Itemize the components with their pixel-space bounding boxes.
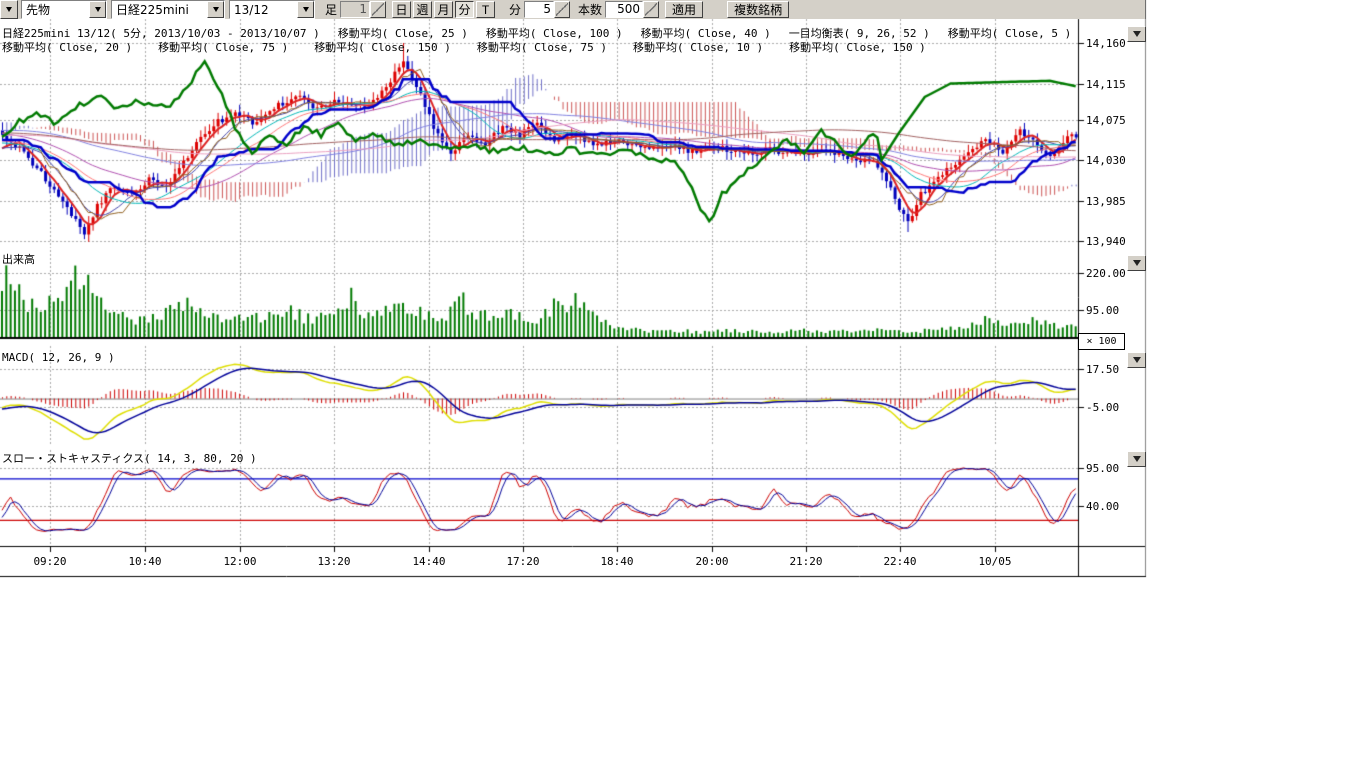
macd-panel-dropdown-button[interactable] bbox=[1127, 352, 1146, 368]
chart-canvas[interactable] bbox=[0, 0, 1366, 768]
stoch-panel-dropdown-button[interactable] bbox=[1127, 451, 1146, 467]
macd-axis-label: 17.50 bbox=[1086, 363, 1119, 376]
time-axis-label: 12:00 bbox=[223, 555, 256, 568]
macd-panel-title: MACD( 12, 26, 9 ) bbox=[2, 351, 115, 364]
spinner-icon[interactable] bbox=[554, 1, 570, 18]
chevron-down-icon bbox=[6, 7, 12, 12]
instrument-type-value: 先物 bbox=[22, 1, 54, 18]
time-axis-label: 18:40 bbox=[600, 555, 633, 568]
price-panel-dropdown-button[interactable] bbox=[1127, 26, 1146, 42]
period-month-button[interactable]: 月 bbox=[434, 1, 453, 18]
stoch-axis-label: 95.00 bbox=[1086, 462, 1119, 475]
symbol-value: 日経225mini bbox=[112, 1, 193, 18]
minute-label: 分 bbox=[509, 1, 521, 18]
time-axis-label: 20:00 bbox=[695, 555, 728, 568]
stoch-axis-label: 40.00 bbox=[1086, 500, 1119, 513]
chevron-down-icon bbox=[207, 1, 224, 18]
bar-count-spinner[interactable]: 1 bbox=[340, 1, 386, 18]
contract-value: 13/12 bbox=[230, 3, 273, 17]
volume-panel-dropdown-button[interactable] bbox=[1127, 255, 1146, 271]
legend-item: 移動平均( Close, 5 ) bbox=[948, 25, 1071, 41]
period-minute-button[interactable]: 分 bbox=[455, 1, 474, 18]
time-axis-label: 17:20 bbox=[506, 555, 539, 568]
price-axis-label: 13,940 bbox=[1086, 235, 1126, 248]
legend-item: 移動平均( Close, 150 ) bbox=[789, 39, 926, 55]
stochastics-panel-title: スロー・ストキャスティクス( 14, 3, 80, 20 ) bbox=[2, 450, 257, 466]
count-value: 500 bbox=[605, 1, 643, 18]
bar-count-label: 本数 bbox=[578, 1, 602, 18]
spinner-icon[interactable] bbox=[370, 1, 386, 18]
macd-axis-label: -5.00 bbox=[1086, 401, 1119, 414]
volume-axis-label: 95.00 bbox=[1086, 304, 1119, 317]
instrument-type-select[interactable]: 先物 bbox=[21, 0, 107, 19]
chevron-down-icon bbox=[1133, 456, 1141, 462]
symbol-select[interactable]: 日経225mini bbox=[111, 0, 225, 19]
toolbar-overflow-dropdown[interactable] bbox=[0, 0, 18, 19]
time-axis-label: 13:20 bbox=[317, 555, 350, 568]
minute-spinner[interactable]: 5 bbox=[524, 1, 570, 18]
time-axis-label: 22:40 bbox=[883, 555, 916, 568]
volume-axis-label: 220.00 bbox=[1086, 267, 1126, 280]
legend-item: 移動平均( Close, 150 ) bbox=[314, 39, 451, 55]
count-spinner[interactable]: 500 bbox=[605, 1, 659, 18]
price-axis-label: 14,030 bbox=[1086, 154, 1126, 167]
legend-item: 移動平均( Close, 75 ) bbox=[477, 39, 607, 55]
price-axis-label: 13,985 bbox=[1086, 195, 1126, 208]
legend-item: 移動平均( Close, 75 ) bbox=[158, 39, 288, 55]
chevron-down-icon bbox=[297, 1, 314, 18]
spinner-icon[interactable] bbox=[643, 1, 659, 18]
bar-label: 足 bbox=[325, 1, 337, 18]
toolbar: 先物 日経225mini 13/12 足 1 日 週 月 分 T 分 5 本数 … bbox=[0, 0, 1146, 19]
period-week-button[interactable]: 週 bbox=[413, 1, 432, 18]
legend-item: 移動平均( Close, 20 ) bbox=[2, 39, 132, 55]
price-axis-label: 14,075 bbox=[1086, 114, 1126, 127]
chevron-down-icon bbox=[1133, 357, 1141, 363]
volume-multiplier-box: × 100 bbox=[1078, 333, 1125, 350]
minute-value: 5 bbox=[524, 1, 554, 18]
multi-symbol-button[interactable]: 複数銘柄 bbox=[727, 1, 789, 18]
bar-count-value: 1 bbox=[340, 1, 370, 18]
period-day-button[interactable]: 日 bbox=[392, 1, 411, 18]
volume-panel-title: 出来高 bbox=[2, 251, 35, 267]
time-axis-label: 14:40 bbox=[412, 555, 445, 568]
legend-item: 移動平均( Close, 10 ) bbox=[633, 39, 763, 55]
contract-select[interactable]: 13/12 bbox=[229, 0, 315, 19]
time-axis-label: 10/05 bbox=[978, 555, 1011, 568]
time-axis-label: 09:20 bbox=[33, 555, 66, 568]
time-axis-label: 10:40 bbox=[128, 555, 161, 568]
chevron-down-icon bbox=[89, 1, 106, 18]
chevron-down-icon bbox=[1133, 260, 1141, 266]
chevron-down-icon bbox=[1133, 31, 1141, 37]
price-axis-label: 14,160 bbox=[1086, 37, 1126, 50]
price-axis-label: 14,115 bbox=[1086, 78, 1126, 91]
time-axis-label: 21:20 bbox=[789, 555, 822, 568]
period-tick-button[interactable]: T bbox=[476, 1, 495, 18]
apply-button[interactable]: 適用 bbox=[665, 1, 703, 18]
chart-legend-row2: 移動平均( Close, 20 ) 移動平均( Close, 75 ) 移動平均( … bbox=[2, 39, 926, 55]
